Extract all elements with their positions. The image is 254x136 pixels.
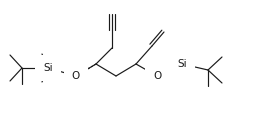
Text: Si: Si — [177, 59, 187, 69]
Text: Si: Si — [43, 63, 53, 73]
Text: O: O — [153, 71, 161, 81]
Text: O: O — [72, 71, 80, 81]
